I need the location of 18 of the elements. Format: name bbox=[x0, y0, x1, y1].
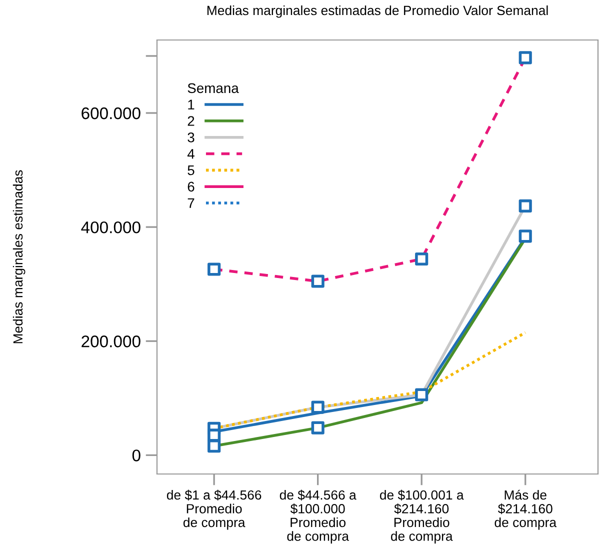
y-tick-label: 0 bbox=[132, 450, 140, 462]
legend-title: Semana bbox=[188, 83, 239, 94]
legend-label: 5 bbox=[188, 165, 194, 176]
legend-label: 4 bbox=[187, 149, 194, 159]
x-tick-label: de $1 a $44.566 Promedio de compra bbox=[166, 490, 262, 530]
legend-label: 6 bbox=[188, 182, 194, 192]
y-axis-title: Medias marginales estimadas bbox=[12, 170, 26, 344]
legend-label: 3 bbox=[188, 132, 194, 142]
y-tick-label: 600.000 bbox=[82, 107, 140, 120]
x-tick-label: Más de $214.160 de compra bbox=[494, 490, 557, 530]
y-tick-label: 400.000 bbox=[81, 221, 140, 234]
legend-label: 1 bbox=[188, 100, 194, 110]
y-tick-label: 200.000 bbox=[82, 336, 140, 348]
x-tick-label: de $100.001 a $214.160 Promedio de compra bbox=[380, 490, 464, 544]
legend-label: 2 bbox=[188, 116, 194, 126]
x-tick-label: de $44.566 a $100.000 Promedio de compra bbox=[280, 490, 356, 544]
chart-title: Medias marginales estimadas de Promedio Valor Semanal bbox=[207, 5, 548, 18]
legend-label: 7 bbox=[188, 198, 194, 208]
